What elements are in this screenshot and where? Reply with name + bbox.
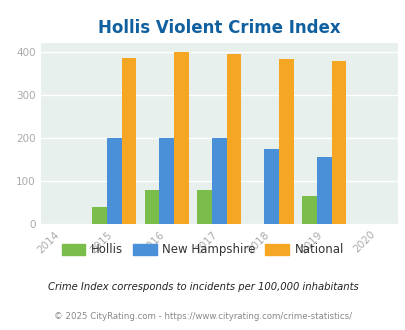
- Bar: [301, 196, 316, 224]
- Title: Hollis Violent Crime Index: Hollis Violent Crime Index: [98, 19, 340, 37]
- Bar: [279, 59, 293, 224]
- Text: Crime Index corresponds to incidents per 100,000 inhabitants: Crime Index corresponds to incidents per…: [47, 282, 358, 292]
- Bar: [331, 61, 345, 224]
- Bar: [264, 149, 279, 224]
- Bar: [107, 138, 121, 224]
- Text: © 2025 CityRating.com - https://www.cityrating.com/crime-statistics/: © 2025 CityRating.com - https://www.city…: [54, 312, 351, 321]
- Bar: [226, 54, 241, 224]
- Bar: [144, 190, 159, 224]
- Bar: [92, 207, 107, 224]
- Bar: [316, 157, 331, 224]
- Bar: [211, 138, 226, 224]
- Bar: [174, 52, 188, 224]
- Bar: [121, 58, 136, 224]
- Legend: Hollis, New Hampshire, National: Hollis, New Hampshire, National: [57, 239, 348, 261]
- Bar: [197, 190, 211, 224]
- Bar: [159, 138, 174, 224]
